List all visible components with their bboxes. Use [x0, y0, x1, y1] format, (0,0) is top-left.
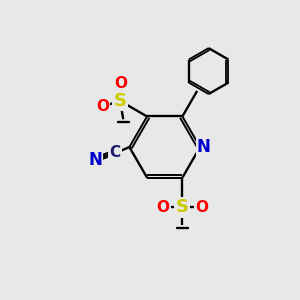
Text: N: N [197, 138, 211, 156]
Text: O: O [157, 200, 170, 214]
Text: N: N [88, 151, 102, 169]
Text: C: C [110, 145, 121, 160]
Text: O: O [96, 99, 109, 114]
Text: O: O [195, 200, 208, 214]
Text: S: S [114, 92, 127, 110]
Text: S: S [176, 198, 189, 216]
Text: O: O [114, 76, 127, 91]
